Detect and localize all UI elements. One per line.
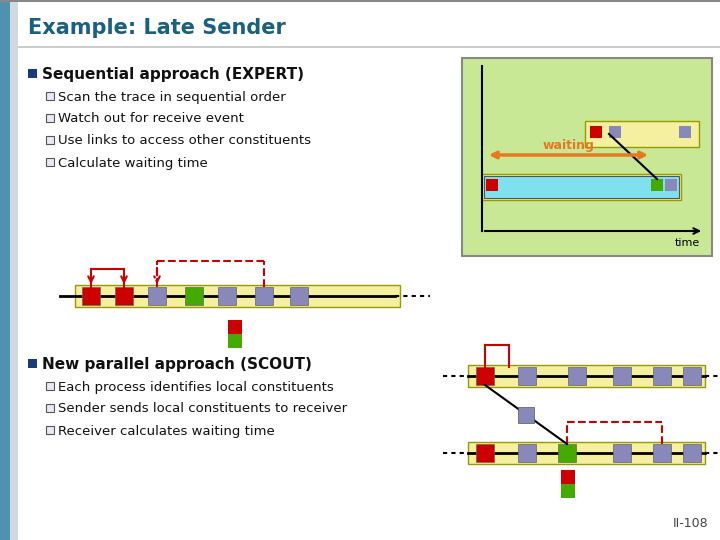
Bar (46, 404, 54, 412)
Bar (590, 126, 602, 138)
Text: time: time (675, 238, 700, 248)
Text: II-108: II-108 (672, 517, 708, 530)
Bar (18, 46, 720, 48)
Bar (46, 136, 54, 144)
Bar (228, 334, 242, 348)
Bar (561, 484, 575, 498)
Bar (518, 367, 536, 385)
Bar (476, 444, 494, 462)
Text: Sequential approach (EXPERT): Sequential approach (EXPERT) (42, 68, 304, 83)
Text: Sender sends local constituents to receiver: Sender sends local constituents to recei… (58, 402, 347, 415)
Bar (653, 444, 671, 462)
Bar (679, 126, 691, 138)
Bar (651, 179, 663, 191)
Text: Calculate waiting time: Calculate waiting time (58, 157, 208, 170)
Bar (609, 126, 621, 138)
Bar (683, 444, 701, 462)
Bar (518, 444, 536, 462)
Bar (665, 179, 677, 191)
Bar (613, 367, 631, 385)
Text: New parallel approach (SCOUT): New parallel approach (SCOUT) (42, 357, 312, 373)
Bar (255, 287, 273, 305)
Bar (82, 287, 100, 305)
Bar (46, 426, 54, 434)
Bar (476, 367, 494, 385)
Bar (518, 407, 534, 422)
Bar (46, 92, 54, 100)
Bar (148, 287, 166, 305)
Bar (468, 442, 705, 464)
Bar (28, 359, 37, 368)
Text: Example: Late Sender: Example: Late Sender (28, 18, 286, 38)
Bar (558, 444, 576, 462)
Bar (185, 287, 203, 305)
Bar (290, 287, 308, 305)
Text: Watch out for receive event: Watch out for receive event (58, 112, 244, 125)
Bar (486, 179, 498, 191)
Bar (462, 58, 712, 256)
Bar (484, 176, 679, 198)
Text: Receiver calculates waiting time: Receiver calculates waiting time (58, 424, 275, 437)
Text: waiting: waiting (543, 139, 595, 152)
Bar (10, 0, 18, 540)
Bar (218, 287, 236, 305)
Text: Use links to access other constituents: Use links to access other constituents (58, 134, 311, 147)
Bar (46, 114, 54, 122)
Bar (468, 365, 705, 387)
Bar (46, 382, 54, 390)
Bar (683, 367, 701, 385)
Bar (482, 174, 681, 200)
Bar (568, 367, 586, 385)
Bar (0, 0, 720, 2)
Bar (613, 444, 631, 462)
Bar (561, 470, 575, 484)
Bar (46, 158, 54, 166)
Bar (585, 121, 699, 147)
Bar (75, 285, 400, 307)
Text: Scan the trace in sequential order: Scan the trace in sequential order (58, 91, 286, 104)
Bar (115, 287, 133, 305)
Bar (228, 320, 242, 334)
Bar (28, 69, 37, 78)
Bar (653, 367, 671, 385)
Bar (0, 0, 10, 540)
Text: Each process identifies local constituents: Each process identifies local constituen… (58, 381, 334, 394)
